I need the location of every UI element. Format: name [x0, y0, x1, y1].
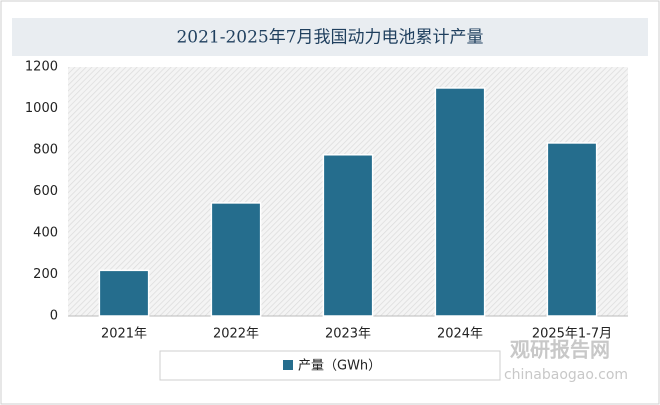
- x-tick-label: 2021年: [101, 327, 147, 342]
- x-tick-label: 2022年: [213, 327, 259, 342]
- watermark-url: chinabaogao.com: [504, 367, 628, 383]
- y-tick-label: 1200: [25, 60, 58, 75]
- y-tick-label: 600: [33, 184, 58, 199]
- y-tick-label: 200: [33, 267, 58, 282]
- chart-title: 2021-2025年7月我国动力电池累计产量: [176, 28, 483, 48]
- title-bar: [12, 18, 648, 56]
- legend-label: 产量（GWh）: [298, 359, 381, 374]
- bar: [210, 202, 262, 317]
- y-tick-label: 400: [33, 226, 58, 241]
- y-tick-label: 0: [50, 309, 58, 324]
- legend-swatch: [283, 360, 293, 370]
- y-tick-label: 1000: [25, 101, 58, 116]
- bar: [322, 154, 374, 317]
- legend-box: [159, 350, 501, 381]
- x-tick-label: 2024年: [437, 327, 483, 342]
- x-tick-label: 2025年1-7月: [532, 327, 612, 342]
- bar: [98, 269, 150, 317]
- bar: [434, 87, 486, 317]
- bar: [546, 142, 598, 317]
- y-tick-label: 800: [33, 143, 58, 158]
- watermark-name: 观研报告网: [510, 338, 610, 362]
- x-tick-label: 2023年: [325, 327, 371, 342]
